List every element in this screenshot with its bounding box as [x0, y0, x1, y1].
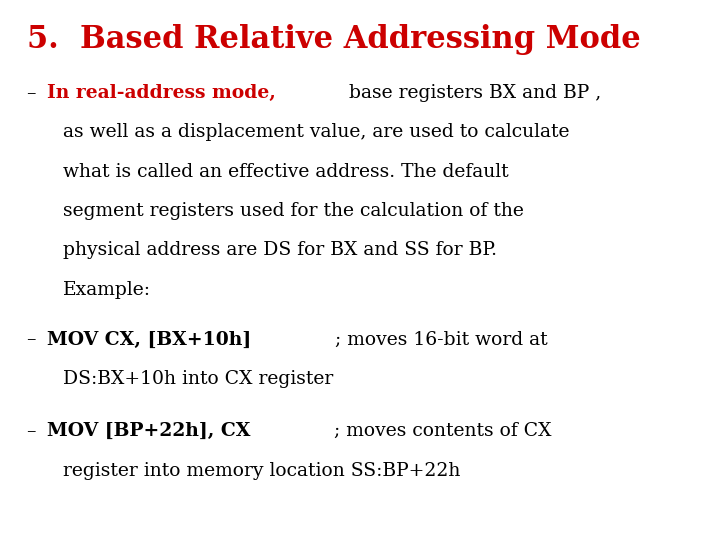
Text: DS:BX+10h into CX register: DS:BX+10h into CX register [63, 370, 333, 388]
Text: 5.  Based Relative Addressing Mode: 5. Based Relative Addressing Mode [27, 24, 641, 55]
Text: physical address are DS for BX and SS for BP.: physical address are DS for BX and SS fo… [63, 241, 498, 259]
Text: as well as a displacement value, are used to calculate: as well as a displacement value, are use… [63, 123, 570, 141]
Text: Example:: Example: [63, 281, 151, 299]
Text: MOV [BP+22h], CX: MOV [BP+22h], CX [48, 422, 251, 440]
Text: –: – [27, 330, 43, 348]
Text: ; moves contents of CX: ; moves contents of CX [310, 422, 552, 440]
Text: ; moves 16-bit word at: ; moves 16-bit word at [311, 330, 547, 348]
Text: In real-address mode,: In real-address mode, [48, 84, 276, 102]
Text: what is called an effective address. The default: what is called an effective address. The… [63, 163, 509, 180]
Text: segment registers used for the calculation of the: segment registers used for the calculati… [63, 202, 524, 220]
Text: base registers BX and BP ,: base registers BX and BP , [343, 84, 601, 102]
Text: –: – [27, 422, 43, 440]
Text: MOV CX, [BX+10h]: MOV CX, [BX+10h] [48, 330, 251, 348]
Text: –: – [27, 84, 43, 102]
Text: register into memory location SS:BP+22h: register into memory location SS:BP+22h [63, 462, 461, 480]
